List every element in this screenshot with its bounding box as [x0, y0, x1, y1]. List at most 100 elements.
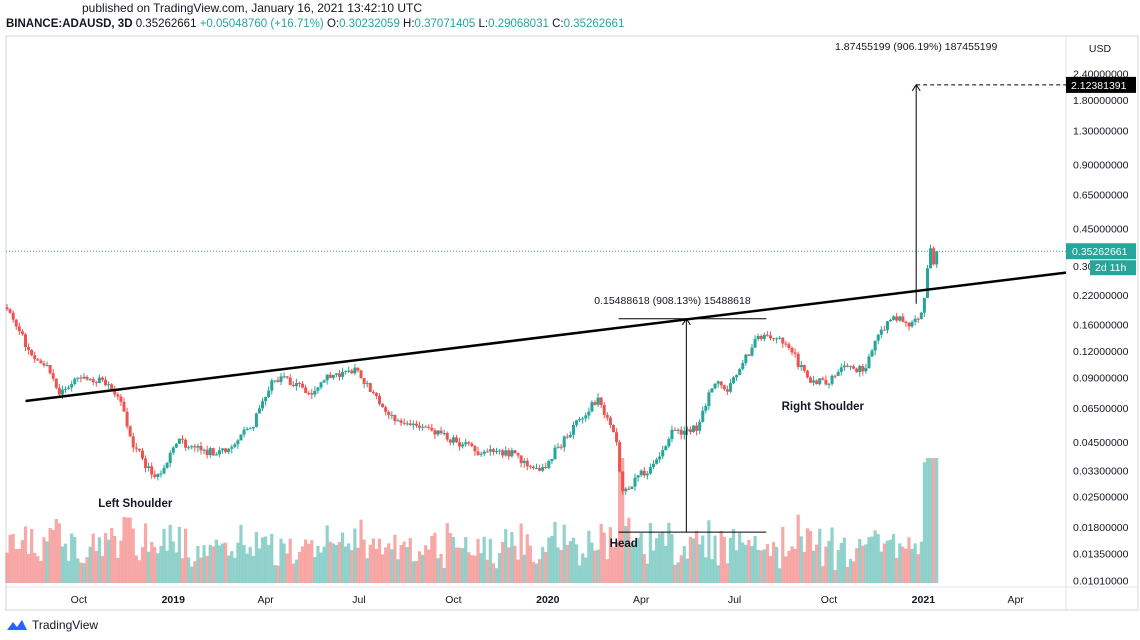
candle-body — [633, 477, 637, 487]
candle-body — [67, 387, 71, 389]
candle-body — [27, 347, 31, 350]
right-shoulder-label: Right Shoulder — [782, 401, 865, 413]
candle-body — [590, 402, 594, 412]
volume-bar — [808, 530, 813, 583]
volume-bar — [30, 528, 34, 583]
candle-body — [470, 443, 474, 447]
candle-body — [279, 376, 283, 382]
candle-body — [356, 367, 360, 371]
volume-bar — [787, 551, 791, 583]
candle-body — [765, 334, 769, 336]
volume-bar — [150, 541, 154, 583]
candle-body — [701, 410, 705, 422]
volume-bar — [461, 548, 465, 583]
volume-bar — [661, 531, 665, 583]
candle-body — [698, 421, 702, 431]
volume-bar — [143, 523, 148, 583]
volume-bar — [248, 546, 252, 583]
candle-body — [676, 429, 680, 431]
candle-body — [667, 439, 671, 447]
volume-bar — [568, 541, 572, 583]
volume-bar — [414, 561, 419, 583]
volume-bar — [264, 536, 268, 583]
time-tick-label: Apr — [257, 594, 274, 606]
time-tick-label: Apr — [1008, 594, 1025, 606]
volume-bar — [815, 544, 819, 583]
time-tick-label: 2019 — [162, 594, 186, 606]
candle-body — [538, 468, 542, 471]
volume-bar — [784, 556, 788, 583]
symbol-label[interactable]: BINANCE:ADAUSD, 3D — [6, 18, 133, 30]
volume-bar — [273, 564, 277, 583]
volume-bar — [636, 538, 640, 583]
candle-body — [285, 376, 289, 378]
volume-bar — [337, 542, 342, 583]
candle-body — [568, 434, 572, 438]
candle-body — [479, 453, 483, 455]
volume-bar — [704, 557, 708, 583]
volume-bar — [159, 545, 163, 583]
candle-body — [784, 343, 788, 345]
candle-body — [630, 486, 634, 489]
candle-body — [424, 426, 428, 428]
volume-bar — [735, 550, 739, 583]
volume-bar — [599, 523, 603, 583]
price-axis[interactable]: 2.400000001.800000001.300000000.90000000… — [1066, 69, 1136, 588]
volume-bar — [325, 525, 329, 583]
candle-body — [507, 450, 511, 457]
target-price-label: 2.12381391 — [1071, 80, 1127, 92]
candle-body — [836, 371, 840, 376]
volume-bar — [796, 514, 800, 583]
candle-body — [744, 354, 748, 364]
candle-body — [494, 451, 498, 453]
volume-bar — [584, 557, 588, 583]
candle-body — [476, 451, 480, 455]
candle-body — [448, 439, 452, 443]
price-tick-label: 0.09000000 — [1073, 373, 1129, 385]
tradingview-brand[interactable]: TradingView — [32, 618, 99, 632]
candle-body — [759, 335, 763, 340]
candle-body — [550, 459, 554, 462]
volume-bar — [445, 523, 449, 583]
candle-body — [211, 448, 215, 456]
volume-bar — [208, 544, 212, 583]
close-label: C: — [552, 18, 564, 30]
volume-bar — [26, 553, 31, 583]
tradingview-logo-icon[interactable] — [6, 618, 28, 632]
candle-body — [301, 383, 305, 388]
volume-bar — [771, 542, 776, 583]
volume-bar — [830, 527, 834, 583]
candle-body — [738, 369, 742, 376]
volume-bar — [316, 545, 320, 583]
volume-bar — [304, 539, 308, 583]
volume-bar — [356, 547, 360, 583]
candle-body — [33, 355, 37, 360]
published-caption: published on TradingView.com, January 16… — [82, 1, 422, 15]
price-tick-label: 1.80000000 — [1073, 95, 1129, 107]
candle-body — [802, 365, 806, 371]
candle-body — [922, 297, 926, 313]
candle-body — [119, 396, 123, 402]
volume-bar — [935, 458, 939, 583]
time-axis[interactable]: Oct 2019 Apr Jul Oct 2020 Apr Jul Oct 2021 Apr — [71, 594, 1025, 606]
volume-bar — [513, 545, 517, 583]
volume-bar — [618, 458, 622, 583]
candle-body — [707, 392, 711, 407]
volume-bar — [353, 528, 357, 583]
candle-body — [772, 338, 776, 340]
volume-bar — [70, 533, 74, 583]
volume-bar — [140, 547, 145, 583]
volume-bar — [205, 555, 209, 583]
volume-bar — [824, 546, 828, 583]
volume-bar — [525, 534, 529, 583]
candle-body — [584, 415, 588, 419]
volume-bar — [507, 547, 511, 583]
candle-body — [217, 450, 221, 455]
volume-bar — [479, 553, 483, 583]
volume-bar — [57, 523, 61, 583]
candle-body — [254, 413, 258, 427]
candle-body — [790, 348, 794, 353]
volume-bar — [673, 564, 677, 583]
candle-body — [411, 423, 415, 426]
